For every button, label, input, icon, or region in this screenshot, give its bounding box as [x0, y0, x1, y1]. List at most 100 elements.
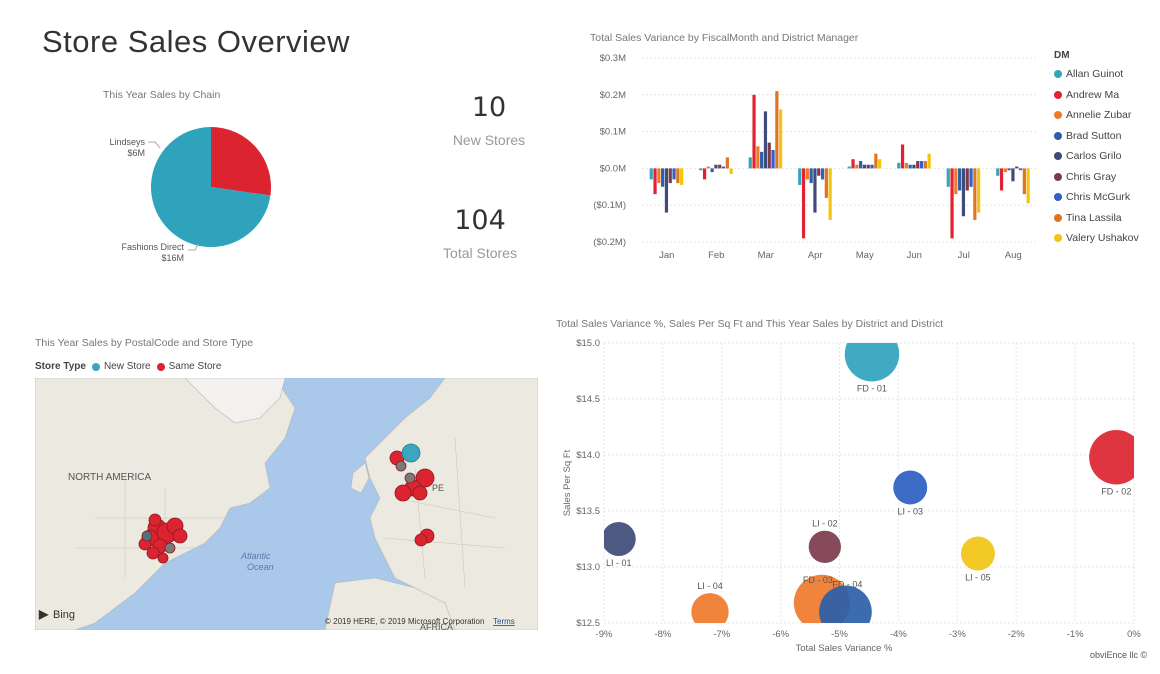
bar[interactable]: [916, 161, 920, 169]
bar[interactable]: [756, 146, 760, 169]
bar[interactable]: [851, 159, 855, 169]
legend-item[interactable]: Valery Ushakov: [1054, 228, 1139, 249]
bar[interactable]: [897, 162, 901, 169]
bar[interactable]: [680, 168, 684, 185]
bar[interactable]: [748, 157, 752, 169]
bar[interactable]: [855, 164, 859, 169]
bar[interactable]: [1018, 168, 1023, 171]
bar[interactable]: [950, 168, 954, 239]
bar[interactable]: [721, 166, 726, 169]
legend-item[interactable]: Chris McGurk: [1054, 187, 1139, 208]
bar[interactable]: [847, 166, 851, 169]
map-canvas[interactable]: NORTH AMERICA Atlantic Ocean PE AFRICA: [35, 378, 538, 630]
bar[interactable]: [661, 168, 665, 187]
bar[interactable]: [912, 164, 916, 169]
bar[interactable]: [958, 168, 962, 191]
pie-slice[interactable]: [211, 127, 271, 196]
legend-item[interactable]: Brad Sutton: [1054, 126, 1139, 147]
bar[interactable]: [775, 91, 779, 169]
scatter-bubble[interactable]: [808, 530, 841, 563]
legend-item[interactable]: Tina Lassila: [1054, 208, 1139, 229]
bar[interactable]: [718, 164, 722, 169]
scatter-bubble[interactable]: [819, 585, 872, 638]
bar[interactable]: [809, 168, 813, 184]
bar[interactable]: [1011, 168, 1015, 182]
bar[interactable]: [664, 168, 669, 213]
legend-item[interactable]: Andrew Ma: [1054, 85, 1139, 106]
bar[interactable]: [866, 164, 870, 169]
bar[interactable]: [649, 168, 653, 180]
bar[interactable]: [870, 164, 874, 169]
bar[interactable]: [805, 168, 809, 180]
bar[interactable]: [657, 168, 661, 184]
bar[interactable]: [801, 168, 806, 239]
bar[interactable]: [714, 164, 718, 169]
bar[interactable]: [862, 164, 867, 169]
bar[interactable]: [828, 168, 832, 220]
bar[interactable]: [798, 168, 802, 185]
variance-bar-chart[interactable]: $0.3M $0.2M $0.1M $0.0M ($0.1M) ($0.2M) Jan Feb…: [580, 45, 1050, 270]
scatter-bubble[interactable]: [1089, 430, 1143, 485]
bar[interactable]: [859, 161, 863, 169]
scatter-bubble[interactable]: [893, 470, 928, 505]
legend-item[interactable]: Annelie Zubar: [1054, 105, 1139, 126]
legend-item[interactable]: Carlos Grilo: [1054, 146, 1139, 167]
bar[interactable]: [965, 168, 969, 191]
bar[interactable]: [977, 168, 981, 213]
map-terms-link[interactable]: Terms: [493, 617, 515, 626]
bar[interactable]: [771, 150, 775, 169]
bar[interactable]: [919, 161, 924, 169]
bar[interactable]: [927, 153, 931, 169]
bar[interactable]: [672, 168, 676, 180]
scatter-bubble[interactable]: [691, 593, 729, 630]
bar[interactable]: [820, 168, 825, 180]
scatter-bubble[interactable]: [602, 522, 636, 556]
bar[interactable]: [961, 168, 966, 217]
bar[interactable]: [1007, 168, 1011, 171]
pie-slice[interactable]: [151, 127, 271, 247]
bar[interactable]: [760, 151, 764, 169]
bar[interactable]: [729, 168, 733, 174]
scatter-chart[interactable]: -9% -8% -7% -6% -5% -4% -3% -2% -1% 0% $12.5 $13.0 $…: [548, 330, 1148, 660]
bar[interactable]: [973, 168, 977, 220]
bar[interactable]: [702, 168, 707, 180]
bar[interactable]: [676, 168, 680, 184]
bar[interactable]: [946, 168, 950, 187]
bar[interactable]: [779, 109, 783, 169]
bar[interactable]: [996, 168, 1000, 176]
bar[interactable]: [878, 159, 882, 169]
scatter-bubble[interactable]: [960, 536, 995, 571]
bar[interactable]: [1026, 168, 1030, 204]
bar[interactable]: [653, 168, 657, 195]
bar[interactable]: [1003, 168, 1007, 173]
bar[interactable]: [817, 168, 821, 176]
bar[interactable]: [706, 166, 710, 169]
bar[interactable]: [763, 111, 768, 169]
bar[interactable]: [874, 153, 878, 169]
bar[interactable]: [668, 168, 672, 184]
bar[interactable]: [999, 168, 1004, 191]
bar[interactable]: [923, 161, 927, 169]
bar[interactable]: [824, 168, 828, 198]
bar[interactable]: [1022, 168, 1026, 195]
map-label-north-america: NORTH AMERICA: [68, 472, 151, 483]
bar[interactable]: [767, 142, 771, 169]
pie-chart[interactable]: Lindseys$6M Fashions Direct$16M: [0, 100, 340, 280]
legend-item[interactable]: Chris Gray: [1054, 167, 1139, 188]
new-stores-value: 10: [471, 92, 507, 123]
legend-item[interactable]: Allan Guinot: [1054, 64, 1139, 85]
bar[interactable]: [710, 168, 714, 173]
bar[interactable]: [900, 144, 905, 169]
bar[interactable]: [725, 157, 729, 169]
bar[interactable]: [813, 168, 817, 213]
bar[interactable]: [752, 94, 756, 169]
bar[interactable]: [908, 164, 912, 169]
scatter-bubble[interactable]: [844, 330, 900, 382]
bar[interactable]: [1015, 166, 1019, 169]
scatter-point-label: LI - 02: [812, 519, 838, 529]
sales-map[interactable]: NORTH AMERICA Atlantic Ocean PE AFRICA: [35, 378, 538, 630]
bar[interactable]: [969, 168, 973, 187]
bar[interactable]: [954, 168, 958, 195]
bar[interactable]: [699, 168, 703, 171]
bar[interactable]: [904, 162, 908, 169]
